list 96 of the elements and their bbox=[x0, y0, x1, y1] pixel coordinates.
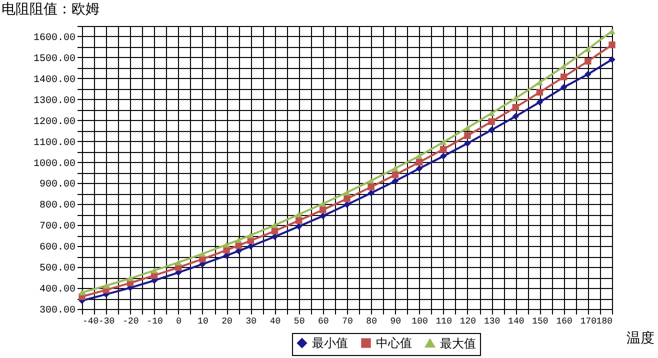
y-tick-label: 1600.00 bbox=[33, 32, 76, 44]
x-tick-label: 100 bbox=[412, 316, 428, 326]
point bbox=[235, 248, 242, 254]
point bbox=[440, 146, 447, 153]
point bbox=[584, 58, 592, 65]
y-axis-title: 电阻阻值：欧姆 bbox=[2, 2, 100, 18]
point bbox=[536, 98, 544, 106]
point bbox=[126, 275, 134, 282]
point bbox=[560, 84, 568, 91]
point bbox=[271, 222, 278, 228]
y-tick-label: 400.00 bbox=[39, 284, 76, 296]
point bbox=[392, 165, 399, 172]
point bbox=[271, 233, 278, 240]
y-tick-label: 500.00 bbox=[39, 264, 76, 275]
point bbox=[608, 42, 616, 48]
point bbox=[392, 171, 399, 178]
x-tick-label: -10 bbox=[146, 316, 163, 326]
legend-label: 最小值 bbox=[312, 336, 348, 350]
x-tick-label: 120 bbox=[460, 316, 476, 326]
y-tick-label: 1200.00 bbox=[33, 116, 76, 128]
x-tick-label: 10 bbox=[198, 316, 208, 326]
x-tick-label: 140 bbox=[508, 316, 524, 326]
y-tick-label: 1500.00 bbox=[33, 54, 76, 65]
point bbox=[536, 88, 544, 96]
x-tick-label: -40 bbox=[82, 316, 99, 326]
point bbox=[199, 250, 206, 257]
y-tick-label: 600.00 bbox=[39, 242, 76, 254]
x-tick-label: 130 bbox=[484, 316, 500, 326]
point bbox=[608, 28, 616, 34]
x-tick-label: -20 bbox=[122, 316, 139, 326]
x-tick-label: 80 bbox=[366, 316, 377, 326]
point bbox=[271, 228, 278, 234]
point bbox=[295, 223, 302, 230]
point bbox=[320, 212, 326, 220]
x-tick-label: 0 bbox=[176, 316, 182, 326]
point bbox=[320, 200, 326, 207]
y-tick-label: 1100.00 bbox=[33, 138, 76, 149]
point bbox=[512, 95, 519, 102]
point bbox=[235, 237, 242, 243]
point bbox=[102, 282, 110, 289]
point bbox=[464, 132, 471, 139]
point bbox=[608, 56, 616, 63]
y-tick-label: 1400.00 bbox=[33, 74, 76, 86]
x-tick-label: 150 bbox=[532, 316, 548, 326]
point bbox=[247, 232, 254, 238]
point bbox=[320, 206, 326, 214]
x-tick-label: 180 bbox=[596, 316, 612, 326]
point bbox=[512, 112, 519, 120]
point bbox=[175, 260, 182, 266]
point bbox=[344, 201, 350, 208]
point bbox=[416, 165, 423, 172]
point bbox=[368, 178, 374, 184]
point bbox=[512, 104, 519, 111]
point bbox=[488, 110, 495, 116]
point bbox=[464, 124, 471, 131]
x-tick-label: 110 bbox=[436, 316, 452, 326]
y-tick-label: 800.00 bbox=[39, 200, 76, 212]
x-tick-label: 70 bbox=[342, 316, 353, 326]
point bbox=[344, 190, 350, 196]
point bbox=[344, 195, 350, 202]
point bbox=[223, 242, 230, 248]
point bbox=[536, 79, 544, 86]
point bbox=[488, 126, 495, 134]
point bbox=[560, 64, 568, 70]
x-tick-label: 40 bbox=[270, 316, 281, 326]
point bbox=[150, 268, 158, 274]
x-tick-label: 170 bbox=[580, 316, 597, 326]
point bbox=[416, 153, 423, 159]
y-tick-label: 1300.00 bbox=[33, 96, 76, 107]
point bbox=[488, 118, 495, 125]
point bbox=[368, 184, 374, 190]
point bbox=[440, 139, 447, 146]
x-tick-label: 50 bbox=[294, 316, 305, 326]
point bbox=[368, 190, 374, 196]
point bbox=[440, 152, 447, 160]
point bbox=[560, 74, 568, 80]
legend-label: 中心值 bbox=[376, 336, 412, 350]
y-tick-label: 1000.00 bbox=[33, 158, 76, 170]
point bbox=[584, 70, 592, 78]
point bbox=[416, 158, 423, 166]
point bbox=[295, 212, 302, 218]
x-tick-label: 90 bbox=[390, 316, 402, 326]
x-tick-label: 20 bbox=[222, 316, 232, 326]
x-tick-label: 160 bbox=[556, 316, 572, 326]
point bbox=[295, 217, 302, 224]
x-tick-label: 60 bbox=[318, 316, 329, 326]
y-tick-label: 300.00 bbox=[39, 306, 76, 316]
point bbox=[392, 178, 399, 184]
point bbox=[584, 46, 592, 52]
y-tick-label: 700.00 bbox=[39, 222, 76, 233]
point bbox=[464, 140, 471, 147]
y-tick-label: 900.00 bbox=[39, 180, 76, 191]
x-axis-title: 温度 bbox=[626, 330, 654, 346]
x-tick-label: 30 bbox=[246, 316, 257, 326]
legend-label: 最大值 bbox=[440, 336, 476, 350]
x-tick-label: -30 bbox=[98, 316, 115, 326]
